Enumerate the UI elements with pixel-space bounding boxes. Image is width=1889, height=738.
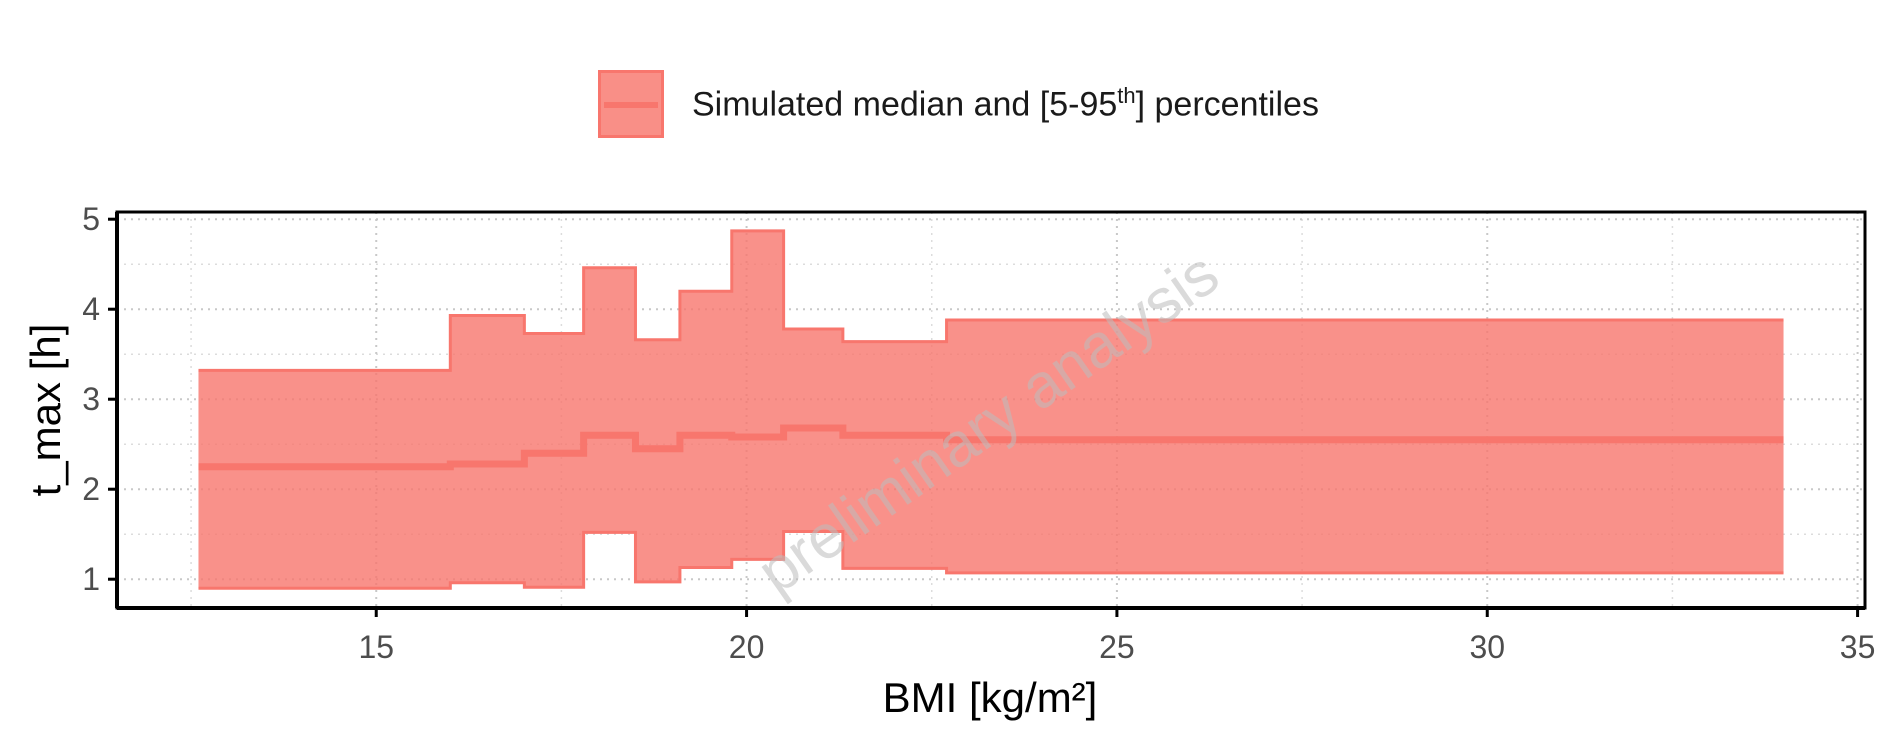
y-axis-title: t_max [h] bbox=[22, 324, 69, 497]
x-tick-label: 30 bbox=[1469, 629, 1505, 665]
y-tick-label: 3 bbox=[82, 381, 100, 417]
x-axis-title: BMI [kg/m²] bbox=[883, 674, 1098, 721]
p5-line bbox=[198, 530, 1784, 590]
y-tick-label: 4 bbox=[82, 291, 100, 327]
y-tick-label: 5 bbox=[82, 201, 100, 237]
x-tick-label: 15 bbox=[358, 629, 394, 665]
p95-line bbox=[198, 229, 1784, 372]
y-tick-label: 2 bbox=[82, 471, 100, 507]
axes-layer bbox=[115, 210, 1867, 610]
legend: Simulated median and [5-95th] percentile… bbox=[598, 68, 1319, 140]
legend-median-line bbox=[604, 102, 658, 108]
legend-label: Simulated median and [5-95th] percentile… bbox=[692, 83, 1319, 124]
legend-label-prefix: Simulated median and [5-95 bbox=[692, 85, 1118, 124]
legend-label-superscript: th bbox=[1117, 83, 1136, 109]
tick-layer: 15 20 25 30 35 1 2 3 4 5 bbox=[82, 201, 1875, 665]
x-tick-label: 35 bbox=[1840, 629, 1876, 665]
x-tick-label: 25 bbox=[1099, 629, 1135, 665]
x-tick-label: 20 bbox=[729, 629, 765, 665]
median-line bbox=[198, 424, 1784, 471]
percentile-band-layer bbox=[198, 229, 1784, 590]
legend-label-suffix: ] percentiles bbox=[1135, 85, 1319, 124]
y-tick-label: 1 bbox=[82, 561, 100, 597]
legend-swatch bbox=[598, 70, 664, 138]
